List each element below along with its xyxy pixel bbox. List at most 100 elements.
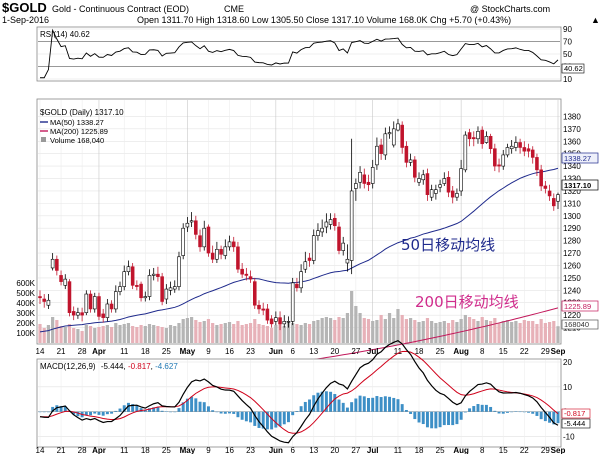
candle-body bbox=[362, 174, 367, 184]
macd-histogram-bar bbox=[93, 411, 97, 414]
macd-histogram-bar bbox=[303, 401, 307, 412]
candle-body bbox=[522, 147, 527, 152]
macd-panel: MACD(12,26,9) -5.444, -0.817, -4.627 201… bbox=[36, 339, 591, 448]
macd-histogram-bar bbox=[118, 408, 122, 412]
volume-bar bbox=[522, 320, 526, 343]
x-axis-label: 28 bbox=[78, 347, 87, 356]
ma50-badge-box bbox=[561, 152, 599, 164]
candle-body bbox=[130, 266, 135, 286]
volume-bar bbox=[505, 320, 510, 343]
candle-body bbox=[425, 173, 430, 195]
volume-bar bbox=[400, 315, 404, 343]
volume-bar bbox=[387, 313, 392, 343]
macd-histogram-bar bbox=[510, 411, 514, 413]
x-axis-label: 11 bbox=[120, 347, 129, 356]
candle-body bbox=[463, 134, 468, 171]
candle-body bbox=[459, 168, 463, 192]
candle-body bbox=[286, 321, 291, 323]
macd-histogram-bar bbox=[97, 411, 101, 415]
candle-body bbox=[139, 283, 143, 299]
volume-bar bbox=[278, 324, 282, 343]
instrument-name: Gold - Continuous Contract (EOD) bbox=[52, 4, 189, 14]
x-axis-label: 11 bbox=[120, 446, 129, 454]
volume-bar bbox=[409, 318, 413, 343]
volume-bar bbox=[236, 321, 240, 343]
macd-histogram-bar bbox=[354, 398, 358, 412]
volume-tick-label: 400K bbox=[16, 299, 35, 308]
price-tick-label: 1290 bbox=[563, 224, 581, 233]
macd-histogram-bar bbox=[249, 411, 253, 423]
candle-body bbox=[295, 283, 299, 289]
macd-histogram-bar bbox=[371, 397, 375, 412]
candle-body bbox=[488, 135, 493, 150]
macd-histogram-bar bbox=[295, 411, 299, 412]
price-tick-label: 1280 bbox=[563, 237, 581, 246]
candle-body bbox=[122, 271, 127, 287]
volume-bar bbox=[345, 313, 350, 343]
volume-bar bbox=[76, 329, 80, 343]
candle-body bbox=[404, 145, 409, 163]
x-axis-label: 18 bbox=[415, 347, 424, 356]
price-axis: 1380137013601350134013301320131013001290… bbox=[563, 112, 581, 332]
candle-body bbox=[80, 312, 84, 316]
volume-bar bbox=[282, 326, 286, 343]
candle-body bbox=[219, 249, 223, 255]
x-axis-label: 14 bbox=[36, 347, 45, 356]
x-axis-label: 27 bbox=[351, 347, 360, 356]
volume-bar bbox=[535, 324, 539, 343]
macd-badge-box bbox=[561, 418, 591, 429]
macd-histogram-bar bbox=[417, 411, 421, 423]
macd-histogram-bar bbox=[413, 411, 417, 420]
volume-bar bbox=[543, 323, 547, 343]
close-badge: 1317.10 bbox=[564, 181, 591, 190]
x-axis-label: 8 bbox=[480, 347, 485, 356]
candle-body bbox=[143, 296, 148, 299]
candle-body bbox=[156, 273, 160, 277]
x-axis-label: 21 bbox=[57, 446, 66, 454]
macd-histogram-bar bbox=[409, 411, 413, 414]
volume-bar bbox=[147, 324, 152, 343]
macd-histogram-bar bbox=[185, 398, 189, 412]
x-axis-label: 23 bbox=[246, 347, 255, 356]
volume-bar bbox=[139, 325, 143, 343]
candle-body bbox=[63, 278, 68, 286]
volume-bar bbox=[156, 326, 160, 343]
macd-axis: 20100-10 bbox=[563, 358, 575, 442]
candle-body bbox=[396, 123, 400, 131]
macd-histogram-bar bbox=[274, 411, 278, 428]
macd-histogram-bar bbox=[434, 411, 438, 429]
volume-legend-swatch bbox=[41, 137, 46, 142]
candle-body bbox=[354, 183, 358, 189]
macd-histogram-bar bbox=[333, 394, 337, 412]
volume-bar bbox=[244, 324, 248, 343]
volume-bar bbox=[194, 320, 198, 343]
x-axis-price: 14 21 28 Apr 11 18 25 May 9 16 23 Jun 6 13 20 27 Jul 11 18… bbox=[36, 347, 566, 356]
macd-histogram-bar bbox=[383, 396, 387, 412]
macd-histogram-bar bbox=[493, 410, 497, 412]
macd-histogram-bar bbox=[215, 411, 219, 413]
rsi-value-badge: 40.62 bbox=[564, 64, 583, 73]
x-axis-label: 15 bbox=[499, 347, 508, 356]
candle-body bbox=[236, 246, 240, 270]
volume-bar bbox=[552, 321, 556, 343]
volume-tick-label: 300K bbox=[16, 309, 35, 318]
volume-bar bbox=[526, 321, 531, 343]
x-axis-label: 16 bbox=[225, 446, 234, 454]
x-axis-label: 14 bbox=[36, 446, 45, 454]
volume-bar bbox=[341, 318, 345, 343]
candle-body bbox=[227, 241, 232, 248]
x-axis-label: Jun bbox=[269, 446, 283, 454]
volume-bar bbox=[484, 320, 489, 343]
volume-badge-box bbox=[561, 319, 599, 330]
ma50-badge: 1338.27 bbox=[564, 154, 591, 163]
volume-bar bbox=[518, 323, 522, 343]
volume-bar bbox=[501, 321, 505, 343]
volume-bar bbox=[425, 318, 430, 343]
macd-histogram-bar bbox=[42, 411, 46, 413]
macd-histogram-bar bbox=[278, 411, 282, 427]
x-axis-label: Jun bbox=[269, 347, 283, 356]
volume-bar bbox=[211, 323, 215, 343]
volume-bar bbox=[324, 317, 328, 343]
macd-histogram-bar bbox=[143, 409, 147, 412]
candle-body bbox=[530, 149, 535, 158]
